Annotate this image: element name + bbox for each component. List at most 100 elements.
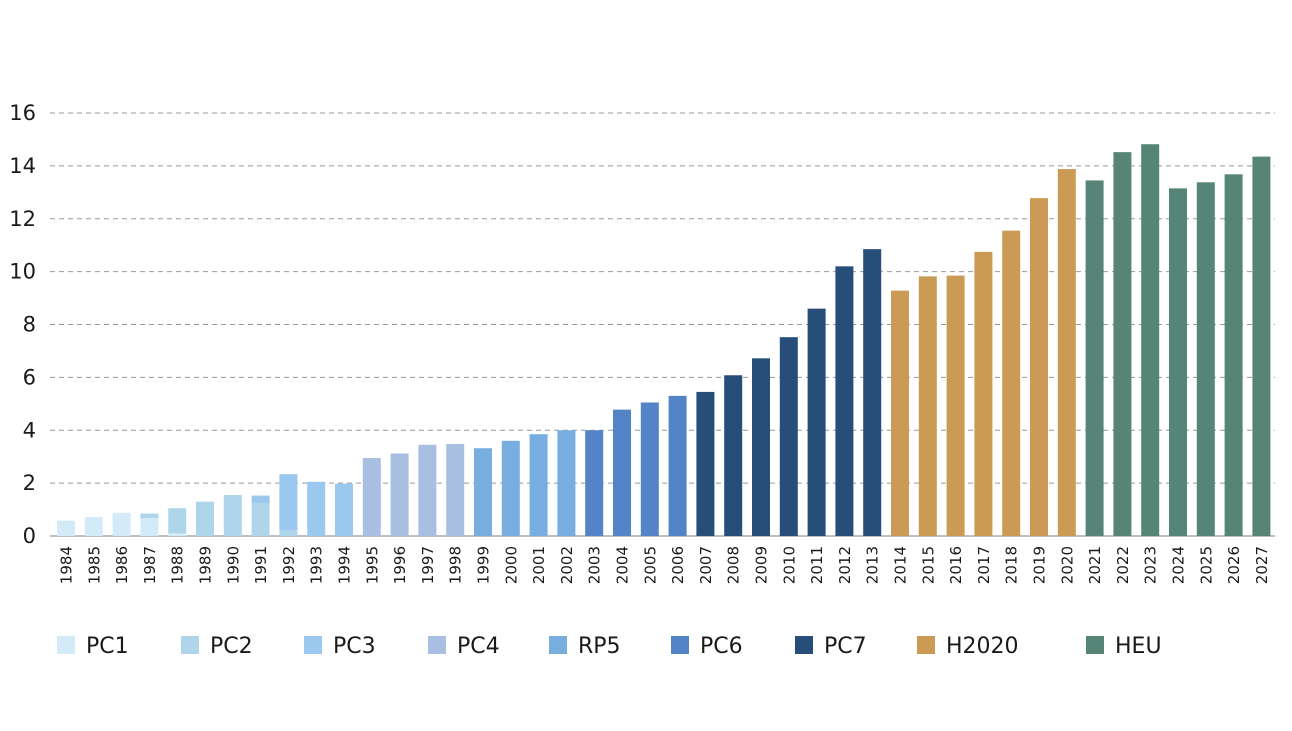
- bar-pc1-1987: [140, 518, 159, 536]
- x-axis-ticks: 1984 1985 1986 1987 1988 1989 1990 1991 1992 1993…: [58, 546, 1271, 584]
- x-tick-label: 1998: [447, 546, 465, 584]
- bar-h2020-2020: [1057, 169, 1076, 537]
- y-tick-label: 16: [9, 101, 36, 125]
- bar-h2020-2017: [974, 251, 993, 537]
- x-tick-label: 2019: [1031, 546, 1049, 584]
- bar-pc4-1997: [418, 444, 437, 536]
- x-tick-label: 2018: [1003, 546, 1021, 584]
- x-tick-label: 2012: [836, 546, 854, 584]
- bar-h2020-2019: [1030, 198, 1048, 536]
- legend-swatch-pc3: [304, 636, 322, 654]
- legend-swatch-pc7: [795, 636, 813, 654]
- x-tick-label: 2001: [530, 546, 548, 584]
- legend-label-pc2: PC2: [210, 634, 253, 659]
- legend-swatch-pc2: [181, 636, 199, 654]
- y-tick-label: 10: [9, 260, 36, 284]
- bar-heu-2025: [1196, 182, 1215, 536]
- bar-pc7-2009: [752, 358, 770, 536]
- bars: [57, 144, 1271, 537]
- x-tick-label: 2025: [1197, 546, 1215, 584]
- x-tick-label: 2003: [586, 546, 604, 584]
- bar-pc3-1991: [251, 495, 270, 503]
- legend-label-rp5: RP5: [578, 634, 621, 659]
- x-tick-label: 2027: [1253, 546, 1271, 584]
- bar-pc1-1984: [57, 520, 75, 536]
- bar-pc6-2006: [668, 395, 687, 536]
- bar-pc2-1991: [251, 502, 270, 536]
- bar-pc3-1994: [335, 483, 353, 536]
- x-tick-label: 2013: [864, 546, 882, 584]
- bar-pc4-1995: [362, 458, 381, 536]
- legend-label-heu: HEU: [1115, 634, 1162, 659]
- x-tick-label: 2021: [1086, 546, 1104, 584]
- y-tick-label: 4: [23, 418, 36, 442]
- legend-swatch-pc4: [428, 636, 446, 654]
- bar-heu-2021: [1085, 180, 1104, 537]
- y-tick-label: 0: [23, 524, 36, 548]
- y-tick-label: 6: [23, 365, 36, 389]
- x-tick-label: 2020: [1058, 546, 1076, 584]
- legend-label-pc6: PC6: [700, 634, 743, 659]
- legend-swatch-heu: [1086, 636, 1104, 654]
- x-tick-label: 1995: [363, 546, 381, 584]
- bar-h2020-2018: [1002, 230, 1021, 536]
- x-tick-label: 2007: [697, 546, 715, 584]
- x-tick-label: 2011: [808, 546, 826, 584]
- legend-label-pc4: PC4: [457, 634, 500, 659]
- bar-h2020-2016: [946, 275, 965, 536]
- bar-pc1-1986: [112, 512, 131, 536]
- bar-pc2-1992: [279, 530, 298, 536]
- x-tick-label: 2000: [502, 546, 520, 584]
- bar-pc2-1987: [140, 513, 159, 519]
- x-tick-label: 2022: [1114, 546, 1132, 584]
- bar-pc7-2010: [779, 337, 798, 536]
- bar-rp5-2001: [529, 434, 548, 536]
- x-tick-label: 1990: [224, 546, 242, 584]
- x-tick-label: 2010: [780, 546, 798, 584]
- bar-heu-2024: [1169, 188, 1187, 536]
- x-tick-label: 2006: [669, 546, 687, 584]
- bar-pc7-2007: [696, 391, 715, 536]
- legend-swatch-pc1: [57, 636, 75, 654]
- bar-pc7-2008: [724, 375, 743, 536]
- legend-label-pc3: PC3: [333, 634, 376, 659]
- x-tick-label: 2008: [725, 546, 743, 584]
- x-tick-label: 1994: [336, 546, 354, 584]
- bar-heu-2026: [1224, 174, 1243, 536]
- y-tick-label: 2: [23, 471, 36, 495]
- bar-heu-2022: [1113, 152, 1132, 536]
- x-tick-label: 1987: [141, 546, 159, 584]
- bar-pc1-1988: [168, 533, 187, 536]
- x-tick-label: 2026: [1225, 546, 1243, 584]
- x-tick-label: 2002: [558, 546, 576, 584]
- bar-rp5-2002: [557, 430, 576, 536]
- bar-pc2-1989: [196, 501, 214, 536]
- y-tick-label: 14: [9, 154, 36, 178]
- bar-pc7-2013: [863, 249, 882, 536]
- bar-rp5-1999: [474, 448, 492, 536]
- x-tick-label: 2009: [753, 546, 771, 584]
- y-tick-label: 12: [9, 207, 36, 231]
- legend-swatch-rp5: [549, 636, 567, 654]
- legend: PC1 PC2 PC3 PC4 RP5 PC6 PC7 H2020 HEU: [57, 634, 1162, 659]
- legend-swatch-h2020: [917, 636, 935, 654]
- y-tick-label: 8: [23, 313, 36, 337]
- y-axis-ticks: 0 2 4 6 8 10 12 14 16: [9, 101, 36, 548]
- legend-swatch-pc6: [671, 636, 689, 654]
- x-tick-label: 1986: [113, 546, 131, 584]
- bar-pc6-2003: [585, 430, 604, 536]
- x-tick-label: 2004: [614, 546, 632, 584]
- x-tick-label: 2016: [947, 546, 965, 584]
- x-tick-label: 1984: [58, 546, 76, 584]
- x-tick-label: 1999: [475, 546, 493, 584]
- x-tick-label: 1989: [197, 546, 215, 584]
- x-tick-label: 2014: [892, 546, 910, 584]
- x-tick-label: 2023: [1142, 546, 1160, 584]
- bar-heu-2023: [1141, 144, 1160, 536]
- bar-pc3-1992: [279, 474, 298, 531]
- legend-label-h2020: H2020: [946, 634, 1019, 659]
- bar-pc1-1985: [84, 516, 103, 536]
- x-tick-label: 2015: [919, 546, 937, 584]
